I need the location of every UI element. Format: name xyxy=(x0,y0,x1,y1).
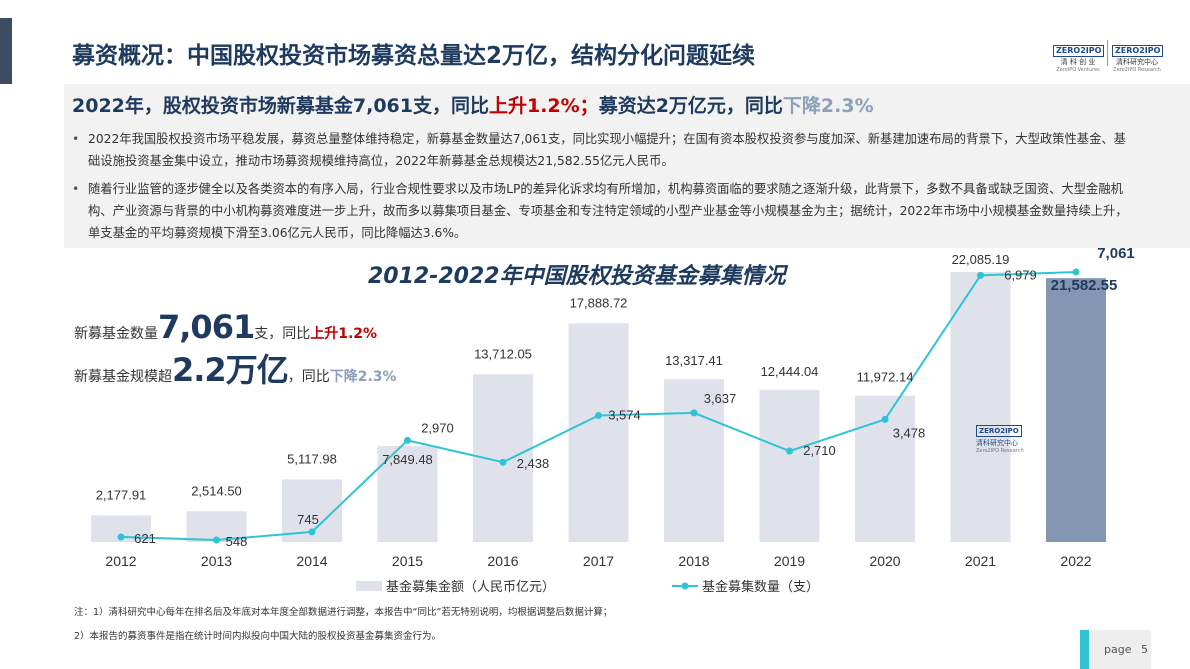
stat-label: ，同比 xyxy=(287,369,330,385)
page-title: 募资概况：中国股权投资市场募资总量达2万亿，结构分化问题延续 xyxy=(72,43,756,69)
bar xyxy=(568,323,629,542)
stat-big-value: 2.2万亿 xyxy=(172,351,289,389)
count-point xyxy=(977,271,984,279)
bar xyxy=(664,379,724,542)
x-tick-label: 2014 xyxy=(296,553,327,569)
page-number: 5 xyxy=(1141,643,1148,656)
chart-title: 2012-2022年中国股权投资基金募集情况 xyxy=(368,264,786,289)
bar-value-label: 11,972.14 xyxy=(857,370,914,385)
bar xyxy=(282,479,342,542)
line-value-label: 621 xyxy=(134,531,156,546)
bar-value-label: 2,177.91 xyxy=(96,487,147,502)
page-label: page xyxy=(1104,643,1132,656)
line-value-label: 6,979 xyxy=(1004,267,1037,282)
x-tick-label: 2020 xyxy=(869,553,900,569)
logo-en-text: ZeroIPO Ventures xyxy=(1056,67,1100,73)
accent-bar xyxy=(0,18,12,84)
stat-big-value: 7,061 xyxy=(158,308,255,346)
stat-label: 新募基金数量 xyxy=(74,326,158,342)
count-point xyxy=(786,447,793,455)
subtitle-text: 2022年，股权投资市场新募基金7,061支，同比 xyxy=(72,95,489,117)
zero2ipo-research-logo: ZERO2IPO 清科研究中心 Zero2IPO Research xyxy=(1112,38,1164,73)
page-indicator xyxy=(1089,630,1151,669)
bar xyxy=(473,374,533,542)
stat-label: 新募基金规模超 xyxy=(74,369,172,385)
count-point xyxy=(595,411,602,419)
logo-en-text: Zero2IPO Research xyxy=(976,448,1024,454)
logo-mark: ZERO2IPO xyxy=(1112,45,1164,57)
x-tick-label: 2016 xyxy=(487,553,518,569)
line-value-label: 2,438 xyxy=(517,456,550,471)
line-value-label: 3,637 xyxy=(704,391,737,406)
count-point xyxy=(690,409,698,417)
bar-value-label: 17,888.72 xyxy=(570,295,628,310)
line-value-label: 745 xyxy=(297,512,319,527)
bar xyxy=(91,515,151,542)
count-point xyxy=(499,458,507,466)
x-tick-label: 2022 xyxy=(1060,553,1091,569)
logo-cn-text: 清 科 创 业 xyxy=(1060,58,1096,66)
bar xyxy=(186,511,247,542)
bar-value-label: 22,085.19 xyxy=(952,252,1010,267)
logo-mark: ZERO2IPO xyxy=(1053,45,1105,57)
x-tick-label: 2018 xyxy=(678,553,709,569)
count-point xyxy=(881,415,889,423)
subtitle-up-change: 上升1.2%； xyxy=(488,95,599,117)
bar xyxy=(950,272,1011,542)
fund-count-stat: 新募基金数量7,061支，同比上升1.2% xyxy=(74,308,377,346)
line-value-label: 548 xyxy=(226,534,248,549)
logo-cn-text: 清科研究中心 xyxy=(976,439,1018,447)
bar-value-label: 2,514.50 xyxy=(191,483,242,498)
zero2ipo-watermark: ZERO2IPO 清科研究中心 Zero2IPO Research xyxy=(976,418,1036,455)
bar-value-label: 13,712.05 xyxy=(474,346,532,361)
legend-line-marker xyxy=(681,582,689,590)
count-point xyxy=(308,528,316,536)
x-tick-label: 2021 xyxy=(965,553,996,569)
count-point xyxy=(117,533,125,541)
zero2ipo-ventures-logo: ZERO2IPO 清 科 创 业 ZeroIPO Ventures xyxy=(1053,38,1105,73)
legend-bar-swatch xyxy=(356,581,382,591)
title-band xyxy=(12,18,1190,84)
bullet-paragraph: 2022年我国股权投资市场平稳发展，募资总量整体维持稳定，新募基金数量达7,06… xyxy=(72,128,1128,172)
line-value-label: 2,710 xyxy=(803,443,836,458)
x-tick-label: 2019 xyxy=(774,553,805,569)
stat-change: 上升1.2% xyxy=(310,326,378,342)
count-point xyxy=(404,436,411,444)
bullet-paragraph: 随着行业监管的逐步健全以及各类资本的有序入局，行业合规性要求以及市场LP的差异化… xyxy=(72,178,1128,244)
footnote: 注：1）清科研究中心每年在排名后及年底对本年度全部数据进行调整，本报告中“同比”… xyxy=(74,607,613,618)
bar-value-label: 5,117.98 xyxy=(287,451,337,466)
subtitle: 2022年，股权投资市场新募基金7,061支，同比上升1.2%；募资达2万亿元，… xyxy=(72,91,874,118)
stat-label: 支，同比 xyxy=(254,326,311,342)
line-value-label: 3,478 xyxy=(893,425,926,440)
fund-size-stat: 新募基金规模超2.2万亿，同比下降2.3% xyxy=(74,345,397,391)
footnote: 2）本报告的募资事件是指在统计时间内拟投向中国大陆的股权投资基金募集资金行为。 xyxy=(74,631,442,642)
legend-label: 基金募集数量（支） xyxy=(702,579,819,594)
x-tick-label: 2013 xyxy=(201,553,232,569)
subtitle-down-change: 下降2.3% xyxy=(782,95,874,117)
logo-divider xyxy=(1107,40,1108,66)
page-accent xyxy=(1080,630,1089,669)
x-tick-label: 2012 xyxy=(105,553,136,569)
subtitle-text: 募资达2万亿元，同比 xyxy=(598,95,783,117)
bar-value-label: 12,444.04 xyxy=(761,364,819,379)
logo-mark: ZERO2IPO xyxy=(976,425,1022,437)
stat-change: 下降2.3% xyxy=(329,369,397,385)
bar-value-label: 13,317.41 xyxy=(665,353,723,368)
bar xyxy=(377,446,438,542)
line-value-label: 3,574 xyxy=(608,407,641,422)
bar xyxy=(855,395,915,542)
count-point xyxy=(213,536,220,544)
count-point xyxy=(1072,268,1080,276)
logo-cn-text: 清科研究中心 xyxy=(1116,58,1158,66)
bar-value-label: 21,582.55 xyxy=(1051,277,1118,294)
x-tick-label: 2015 xyxy=(392,553,423,569)
bar xyxy=(759,389,820,542)
x-tick-label: 2017 xyxy=(583,553,614,569)
line-value-label: 2,970 xyxy=(421,420,454,435)
bar xyxy=(1046,278,1106,542)
logo-en-text: Zero2IPO Research xyxy=(1113,67,1161,73)
legend-label: 基金募集金额（人民币亿元） xyxy=(386,579,555,594)
bar-value-label: 7,849.48 xyxy=(382,452,433,467)
